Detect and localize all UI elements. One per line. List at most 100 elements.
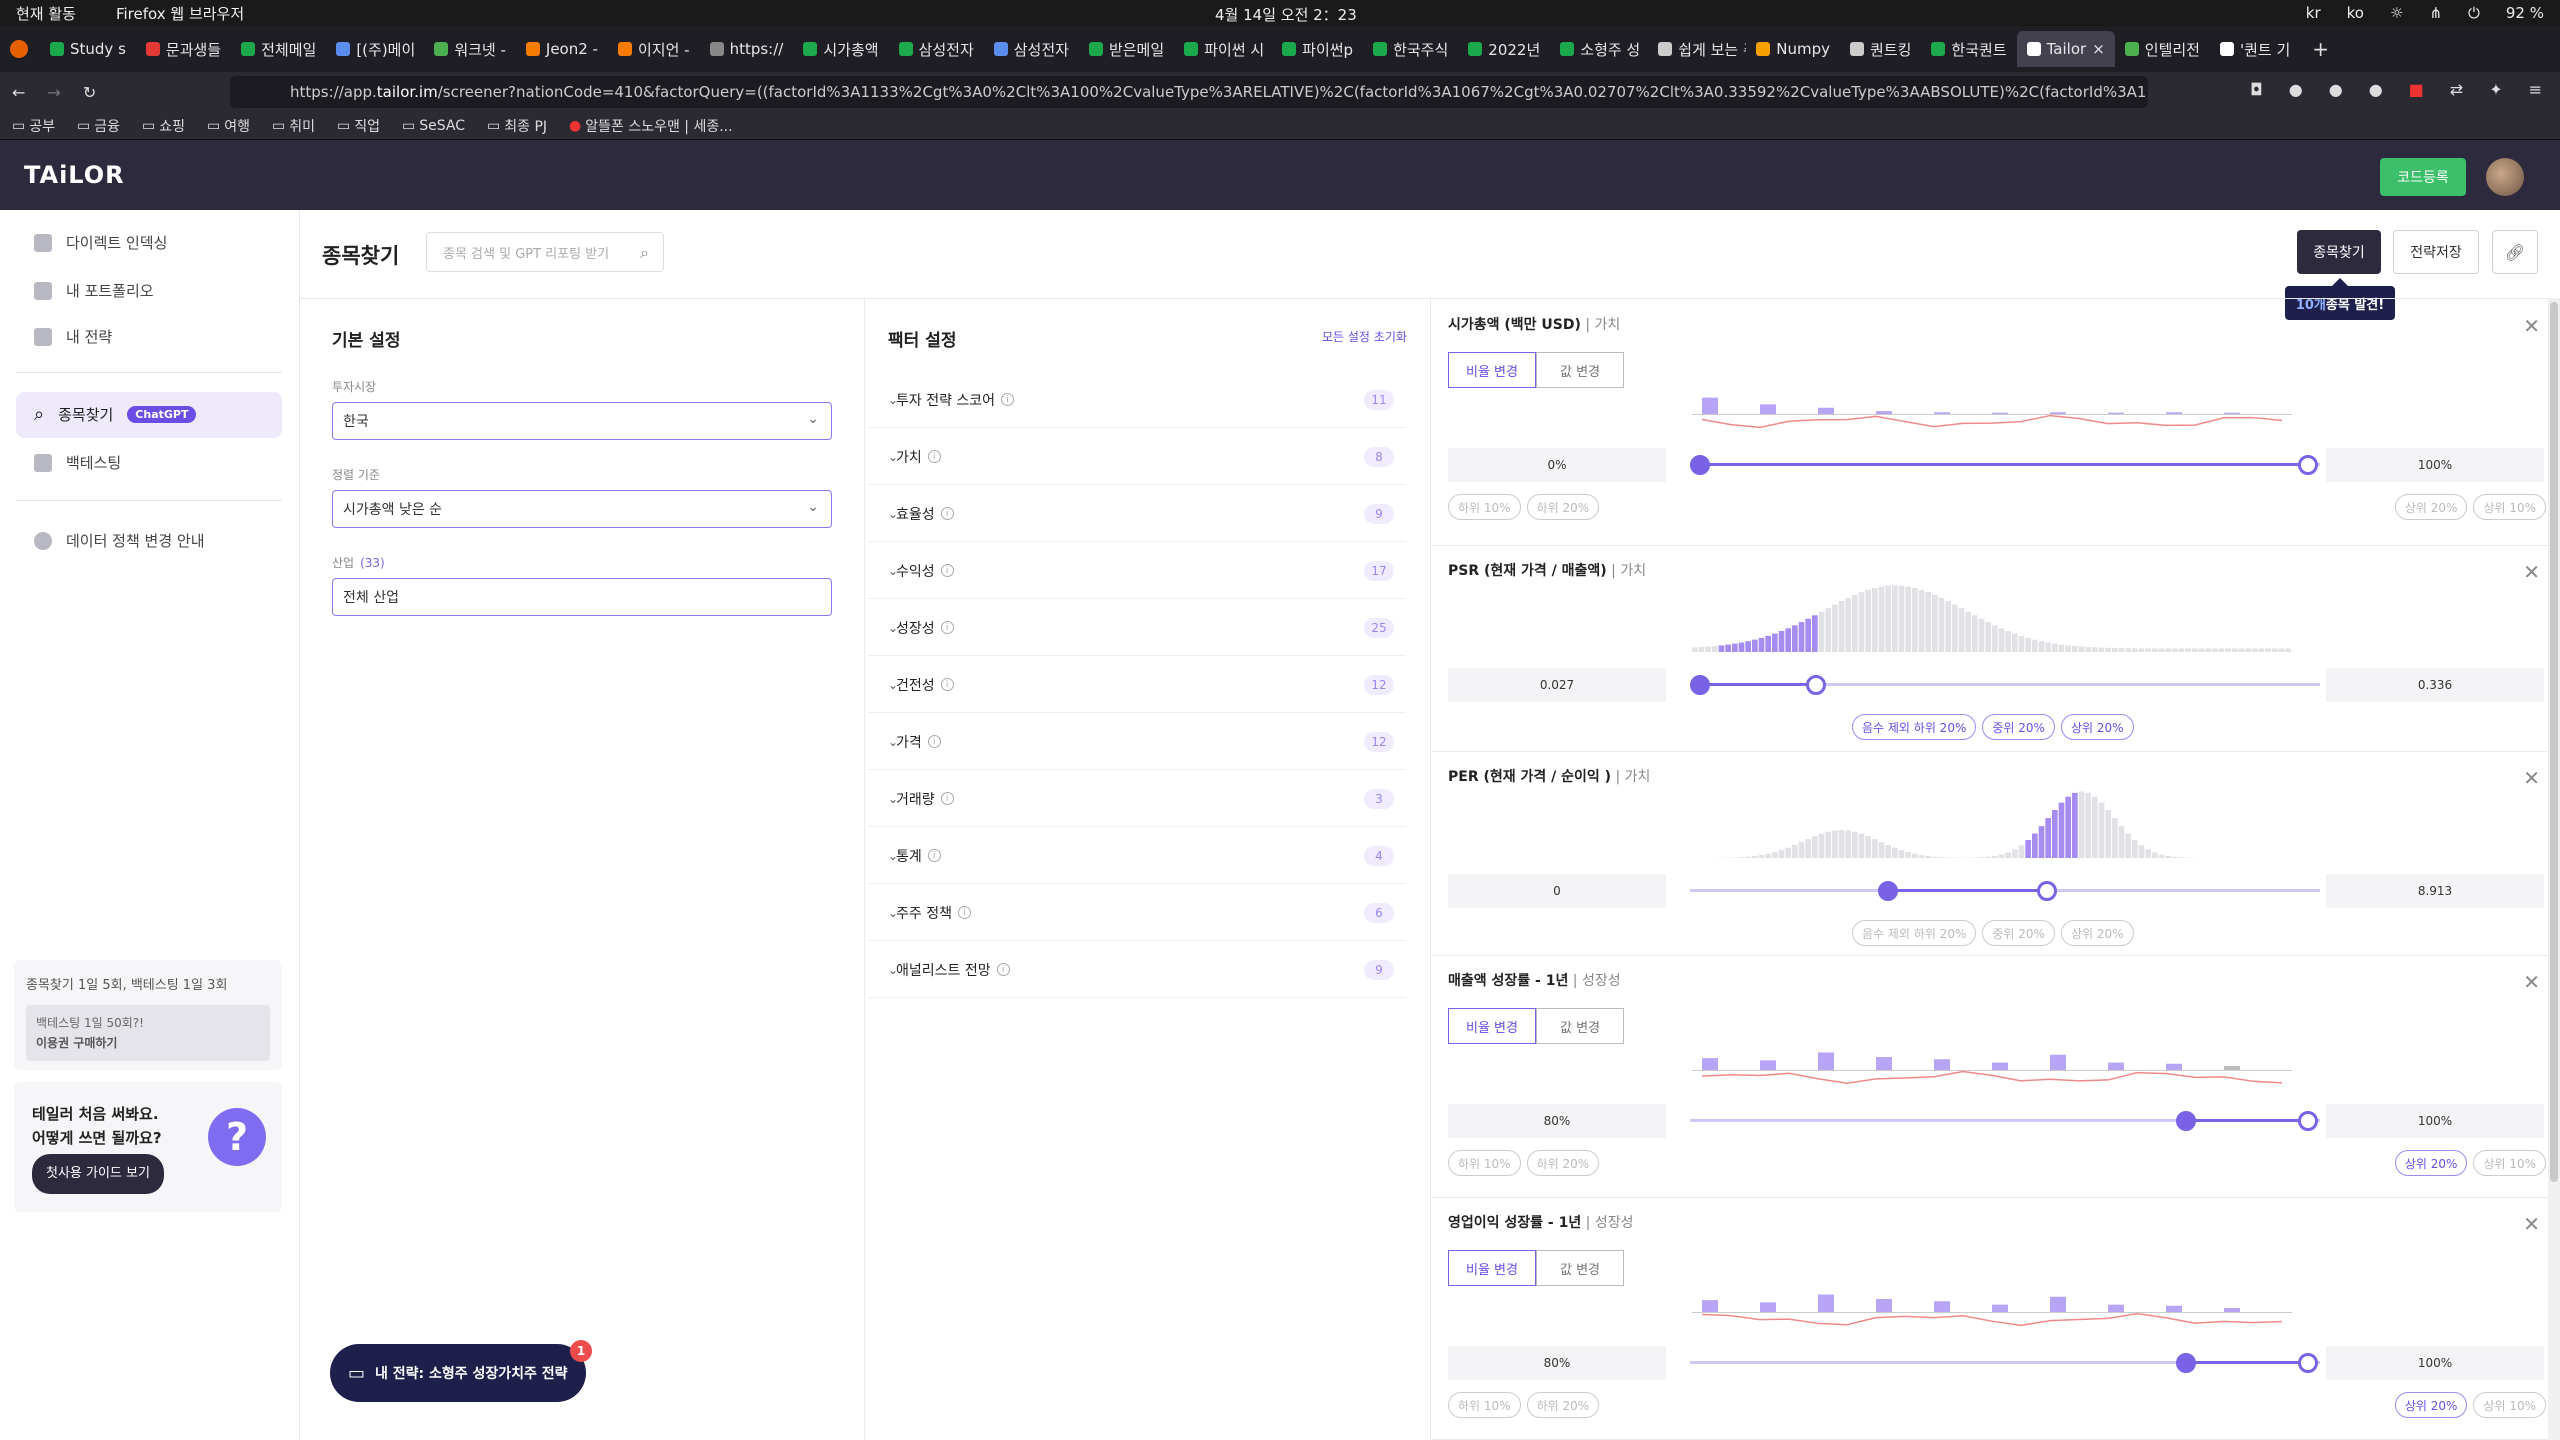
slider-max-handle[interactable] [2298,455,2318,475]
menu-icon[interactable]: ≡ [2528,80,2542,99]
clock[interactable]: 4월 14일 오전 2：23 [1215,6,1357,24]
info-icon[interactable]: i [1001,393,1015,406]
close-icon[interactable]: ✕ [2523,766,2540,790]
extensions-icon[interactable]: ✦ [2489,80,2503,99]
browser-tab[interactable]: Jeon2 - [516,31,608,67]
browser-tab[interactable]: [(주)메이 [326,31,424,67]
bookmark-item[interactable]: ▭ 여행 [207,116,250,136]
preset-chip[interactable]: 하위 10% [1448,494,1521,520]
min-value-input[interactable]: 0.027 [1448,668,1666,702]
my-strategy-button[interactable]: ▭ 내 전략: 소형주 성장가치주 전략 1 [330,1340,592,1402]
ratio-mode-button[interactable]: 비율 변경 [1448,352,1536,388]
sidebar-item-my-strategy[interactable]: 내 전략 [34,326,112,347]
browser-tab[interactable]: Tailor × [2016,31,2115,67]
preset-chip[interactable]: 상위 10% [2473,1392,2546,1418]
factor-category-row[interactable]: ⌄ 성장성 i 25 [868,600,1406,656]
info-icon[interactable]: i [957,906,971,919]
browser-tab[interactable]: 한국주식 [1363,31,1458,67]
ratio-mode-button[interactable]: 비율 변경 [1448,1250,1536,1286]
factor-category-row[interactable]: ⌄ 투자 전략 스코어 i 11 [868,372,1406,428]
browser-tab[interactable]: 전체메일 [231,31,326,67]
translate-icon[interactable]: ⇄ [2449,80,2464,99]
max-value-input[interactable]: 100% [2326,1346,2544,1380]
bookmark-item[interactable]: ▭ 쇼핑 [142,116,185,136]
factor-category-row[interactable]: ⌄ 거래량 i 3 [868,771,1406,827]
info-icon[interactable]: i [940,678,954,691]
avatar[interactable] [2486,158,2524,196]
min-value-input[interactable]: 80% [1448,1104,1666,1138]
close-tab-icon[interactable]: × [2092,40,2105,58]
activities-button[interactable]: 현재 활동 [16,4,76,23]
upsell-link[interactable]: 이용권 구매하기 [36,1036,118,1050]
preset-chip[interactable]: 상위 10% [2473,1150,2546,1176]
slider-max-handle[interactable] [2298,1111,2318,1131]
preset-chip[interactable]: 하위 20% [1526,1150,1600,1176]
min-value-input[interactable]: 0% [1448,448,1666,482]
close-icon[interactable]: ✕ [2523,1212,2540,1236]
save-strategy-button[interactable]: 전략저장 [2393,230,2479,274]
range-slider[interactable] [1690,453,2320,477]
scrollbar-thumb[interactable] [2550,302,2558,1182]
slider-min-handle[interactable] [1690,675,1710,695]
range-slider[interactable] [1690,1351,2320,1375]
range-slider[interactable] [1690,673,2320,697]
pocket-icon[interactable]: ◘ [2250,80,2263,99]
sidebar-item-portfolio[interactable]: 내 포트폴리오 [34,280,154,301]
bookmark-item[interactable]: ▭ 직업 [337,116,380,136]
market-select[interactable]: 한국 ⌄ [332,402,832,440]
info-icon[interactable]: i [927,735,941,748]
factor-category-row[interactable]: ⌄ 애널리스트 전망 i 9 [868,942,1406,998]
slider-min-handle[interactable] [1690,455,1710,475]
browser-tab[interactable]: '퀀트 기 [2210,31,2300,67]
code-register-button[interactable]: 코드등록 [2380,158,2466,196]
preset-chip[interactable]: 상위 20% [2394,1150,2468,1176]
info-icon[interactable]: i [940,507,954,520]
value-mode-button[interactable]: 값 변경 [1536,1250,1624,1286]
factor-category-row[interactable]: ⌄ 효율성 i 9 [868,486,1406,542]
browser-tab[interactable]: 소형주 성 [1550,31,1648,67]
value-mode-button[interactable]: 값 변경 [1536,1008,1624,1044]
max-value-input[interactable]: 8.913 [2326,874,2544,908]
factor-category-row[interactable]: ⌄ 수익성 i 17 [868,543,1406,599]
app-menu[interactable]: Firefox 웹 브라우저 [115,4,245,23]
url-bar[interactable]: https://app. tailor.im/screener?nationCod… [230,76,2148,108]
close-icon[interactable]: ✕ [2523,314,2540,338]
find-stocks-button[interactable]: 종목찾기 [2297,230,2381,274]
browser-tab[interactable]: 퀀트킹 [1840,31,1921,67]
info-icon[interactable]: i [927,450,941,463]
slider-min-handle[interactable] [1878,881,1899,901]
preset-chip[interactable]: 중위 20% [1982,920,2055,946]
search-icon[interactable]: ⌕ [640,243,649,262]
info-icon[interactable]: i [940,621,954,634]
browser-tab[interactable]: 워크넷 - [424,31,516,67]
bookmark-item[interactable]: ▭ 공부 [12,116,55,136]
reset-all-link[interactable]: 모든 설정 초기화 [1322,330,1407,344]
slider-min-handle[interactable] [2176,1111,2197,1131]
range-slider[interactable] [1690,879,2320,903]
first-use-guide-button[interactable]: 첫사용 가이드 보기 [32,1154,164,1194]
preset-chip[interactable]: 음수 제외 하위 20% [1852,714,1977,740]
back-icon[interactable]: ← [12,82,26,102]
min-value-input[interactable]: 80% [1448,1346,1666,1380]
value-mode-button[interactable]: 값 변경 [1536,352,1624,388]
adblock-icon[interactable]: ■ [2408,80,2424,99]
browser-tab[interactable]: Study s [40,31,136,67]
extension-icon[interactable]: ● [2288,80,2303,99]
extension-icon[interactable]: ● [2368,80,2383,99]
browser-tab[interactable]: 인텔리전 [2115,31,2210,67]
factor-category-row[interactable]: ⌄ 주주 정책 i 6 [868,885,1406,941]
browser-tab[interactable]: 쉽게 보는 주 [1648,31,1746,67]
info-icon[interactable]: i [927,849,941,862]
browser-tab[interactable]: 2022년 [1458,31,1550,67]
browser-tab[interactable]: 이지언 - [608,31,700,67]
browser-tab[interactable]: 받은메일 [1079,31,1174,67]
preset-chip[interactable]: 상위 10% [2473,494,2546,520]
link-icon[interactable]: 🔗︎ [2492,230,2538,274]
max-value-input[interactable]: 100% [2326,1104,2544,1138]
factor-category-row[interactable]: ⌄ 가격 i 12 [868,714,1406,770]
sort-select[interactable]: 시가총액 낮은 순 ⌄ [332,490,832,528]
browser-tab[interactable]: Numpy [1746,31,1840,67]
slider-max-handle[interactable] [2036,881,2057,901]
sidebar-item-direct-indexing[interactable]: 다이렉트 인덱싱 [34,232,167,253]
preset-chip[interactable]: 상위 20% [2060,714,2134,740]
